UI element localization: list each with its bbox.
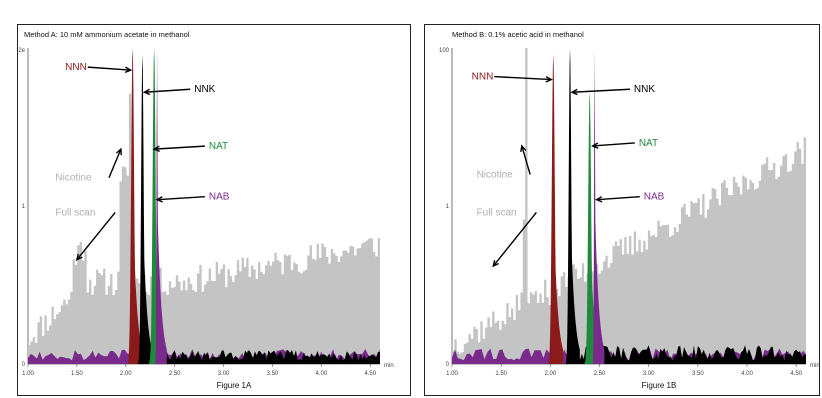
x-tick-label: 1.50: [71, 371, 83, 377]
arrowhead: [75, 253, 83, 261]
peak-label: Nicotine: [477, 170, 514, 181]
chart-panel-a: Method A: 10 mM ammonium acetate in meth…: [18, 30, 393, 390]
x-tick-label: 1.00: [22, 371, 34, 377]
peak-label: NAT: [639, 138, 658, 149]
y-tick-label: 0: [446, 362, 450, 368]
y-tick-label: 1: [22, 204, 26, 210]
series-nnn: [126, 48, 143, 364]
arrowhead: [152, 145, 160, 153]
peak-label: NAB: [209, 192, 230, 203]
x-tick-label: 4.00: [315, 371, 327, 377]
series-nnn: [547, 54, 564, 364]
peak-label: NNK: [634, 84, 655, 95]
x-tick-label: 4.50: [790, 371, 802, 377]
annotation-arrow: [157, 195, 205, 201]
x-tick-label: 3.50: [692, 371, 704, 377]
series-full-scan: [452, 48, 806, 364]
peak-label: Full scan: [55, 207, 95, 218]
x-tick-label: 2.50: [169, 371, 181, 377]
arrowhead: [591, 142, 599, 149]
x-tick-label: 4.50: [364, 371, 376, 377]
x-tick-label: 2.00: [544, 371, 556, 377]
y-tick-label: 1: [446, 204, 450, 210]
peak-label: NAB: [644, 192, 665, 203]
annotation-arrow: [87, 66, 131, 71]
series-nnk-baseline: [145, 350, 380, 364]
peak-label: NNN: [472, 72, 494, 83]
x-tick-label: 2.00: [120, 371, 132, 377]
peak-label: NNN: [65, 62, 87, 73]
arrowhead: [594, 196, 603, 203]
series-nab: [588, 48, 605, 364]
panel-frame-a: [17, 24, 411, 396]
x-tick-label: 3.50: [267, 371, 279, 377]
y-tick-label: 100: [439, 48, 450, 54]
y-tick-label: 0: [22, 362, 26, 368]
arrowhead: [142, 88, 151, 96]
arrowhead: [115, 147, 122, 156]
x-tick-label: 3.00: [218, 371, 230, 377]
x-tick-label: 1.00: [446, 371, 458, 377]
peak-label: Full scan: [477, 207, 517, 218]
annotation-arrow: [108, 148, 122, 178]
annotation-arrow: [596, 195, 640, 201]
annotation-arrow: [76, 212, 116, 261]
arrowhead: [520, 144, 527, 152]
series-nab: [151, 48, 167, 364]
x-tick-label: 2.50: [594, 371, 606, 377]
series-nnk-baseline: [570, 345, 806, 364]
panel-frame-b: [424, 24, 820, 396]
peak-label: NAT: [209, 141, 228, 152]
x-tick-label: 3.00: [643, 371, 655, 377]
arrowhead: [570, 88, 578, 96]
annotation-arrow: [494, 75, 552, 81]
series-nat: [148, 48, 164, 364]
annotation-arrow: [521, 145, 531, 175]
annotation-arrow: [492, 212, 537, 267]
x-unit-label: min: [810, 363, 820, 369]
annotation-arrow: [592, 142, 635, 147]
figure-caption: Figure 1A: [217, 381, 252, 390]
peak-label: NNK: [194, 84, 215, 95]
chart-title: Method A: 10 mM ammonium acetate in meth…: [24, 30, 190, 39]
x-unit-label: min: [384, 363, 394, 369]
annotation-arrow: [144, 88, 191, 93]
series-nnk: [564, 48, 580, 364]
x-tick-label: 4.00: [741, 371, 753, 377]
x-tick-label: 1.50: [495, 371, 507, 377]
chart-title: Method B: 0.1% acetic acid in methanol: [452, 30, 584, 39]
arrowhead: [124, 66, 133, 73]
y-tick-label: 2e: [18, 48, 25, 54]
series-nat: [583, 92, 600, 365]
annotation-arrow: [571, 88, 630, 93]
peak-label: Nicotine: [55, 173, 92, 184]
arrowhead: [545, 76, 553, 83]
figure-caption: Figure 1B: [642, 381, 677, 390]
series-full-scan: [28, 93, 380, 365]
chart-panel-b: Method B: 0.1% acetic acid in methanol10…: [439, 30, 820, 390]
arrowhead: [155, 196, 163, 203]
series-nnk: [136, 54, 153, 364]
arrowhead: [492, 260, 500, 268]
annotation-arrow: [154, 145, 205, 150]
